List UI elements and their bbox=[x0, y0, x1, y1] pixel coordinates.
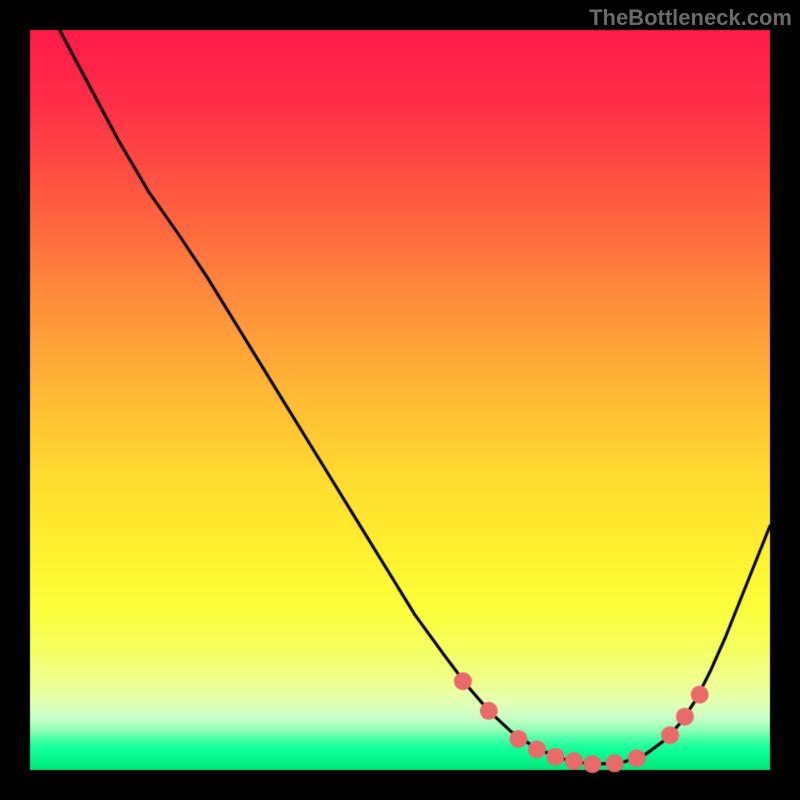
heatmap-curve-chart bbox=[0, 0, 800, 800]
watermark-label: TheBottleneck.com bbox=[589, 5, 792, 31]
chart-container: TheBottleneck.com bbox=[0, 0, 800, 800]
